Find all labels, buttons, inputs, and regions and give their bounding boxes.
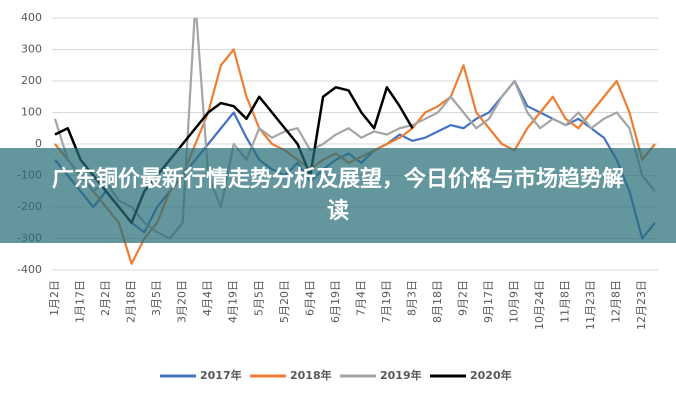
x-tick-label: 9月2日 — [457, 280, 470, 316]
y-tick-label: 200 — [21, 74, 42, 87]
legend-label: 2017年 — [200, 368, 242, 382]
y-tick-label: 100 — [21, 106, 42, 119]
y-tick-label: -400 — [17, 263, 42, 276]
x-tick-label: 11月23日 — [584, 280, 597, 330]
x-tick-label: 6月19日 — [329, 280, 342, 323]
x-tick-label: 11月8日 — [559, 280, 572, 323]
y-tick-label: 400 — [21, 11, 42, 24]
x-tick-label: 2月2日 — [99, 280, 112, 316]
x-tick-label: 4月4日 — [201, 280, 214, 316]
chart-title: 广东铜价最新行情走势分析及展望，今日价格与市场趋势解读 — [51, 166, 624, 224]
legend-label: 2018年 — [290, 368, 332, 382]
x-tick-label: 7月19日 — [380, 280, 393, 323]
x-tick-label: 5月5日 — [252, 280, 265, 316]
x-tick-label: 2月18日 — [125, 280, 138, 323]
legend-label: 2019年 — [380, 368, 422, 382]
x-tick-label: 1月17日 — [74, 280, 87, 323]
x-tick-label: 3月20日 — [176, 280, 189, 323]
x-tick-label: 9月17日 — [482, 280, 495, 323]
x-tick-label: 8月18日 — [431, 280, 444, 323]
x-tick-label: 5月20日 — [278, 280, 291, 323]
x-tick-label: 10月24日 — [533, 280, 546, 330]
y-tick-label: 0 — [35, 137, 42, 150]
x-tick-label: 1月2日 — [48, 280, 61, 316]
x-tick-label: 4月19日 — [227, 280, 240, 323]
x-tick-label: 10月9日 — [508, 280, 521, 323]
y-tick-label: 300 — [21, 43, 42, 56]
x-tick-label: 7月4日 — [354, 280, 367, 316]
x-tick-label: 8月3日 — [405, 280, 418, 316]
x-tick-label: 12月23日 — [635, 280, 648, 330]
x-tick-label: 12月8日 — [610, 280, 623, 323]
x-tick-label: 3月5日 — [150, 280, 163, 316]
x-tick-label: 6月4日 — [303, 280, 316, 316]
legend-label: 2020年 — [470, 368, 512, 382]
title-banner: 广东铜价最新行情走势分析及展望，今日价格与市场趋势解读 — [0, 148, 676, 243]
